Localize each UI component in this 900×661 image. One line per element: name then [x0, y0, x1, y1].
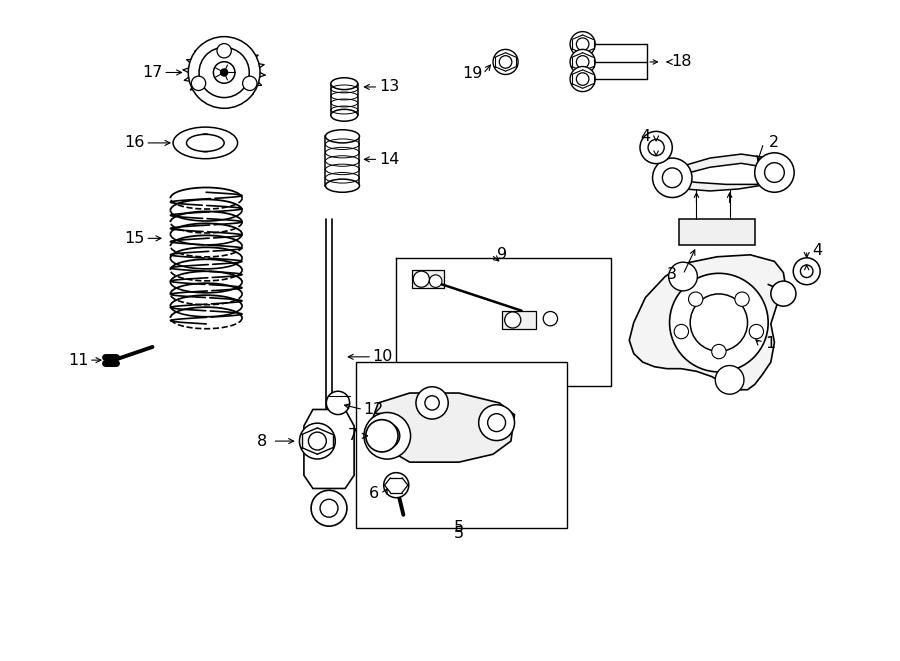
Circle shape — [505, 312, 521, 328]
Circle shape — [374, 423, 400, 448]
Circle shape — [690, 294, 748, 351]
Circle shape — [479, 405, 515, 441]
Circle shape — [712, 344, 726, 359]
Circle shape — [652, 158, 692, 198]
Text: 11: 11 — [68, 352, 88, 368]
Circle shape — [716, 366, 744, 394]
Circle shape — [488, 414, 506, 432]
Text: 4: 4 — [813, 243, 823, 258]
Circle shape — [576, 38, 589, 50]
Text: 6: 6 — [369, 486, 379, 501]
Circle shape — [188, 36, 260, 108]
Circle shape — [735, 292, 749, 306]
Text: 17: 17 — [142, 65, 163, 80]
Circle shape — [544, 311, 557, 326]
Bar — [679, 219, 755, 245]
Circle shape — [192, 76, 206, 91]
Circle shape — [413, 271, 429, 288]
Polygon shape — [304, 409, 354, 488]
Polygon shape — [661, 154, 779, 191]
Circle shape — [576, 56, 589, 68]
Bar — [502, 311, 536, 329]
Text: 10: 10 — [373, 349, 393, 364]
Circle shape — [674, 325, 688, 338]
Circle shape — [309, 432, 327, 450]
Circle shape — [364, 412, 410, 459]
Circle shape — [770, 281, 796, 306]
Circle shape — [311, 490, 346, 526]
Circle shape — [320, 499, 338, 517]
Ellipse shape — [326, 179, 359, 192]
Circle shape — [220, 69, 228, 76]
Circle shape — [662, 168, 682, 188]
Text: 18: 18 — [671, 54, 691, 69]
Circle shape — [199, 48, 249, 98]
Circle shape — [383, 473, 409, 498]
Circle shape — [570, 50, 595, 75]
Text: 2: 2 — [770, 136, 779, 151]
Text: 8: 8 — [256, 434, 267, 449]
Ellipse shape — [326, 130, 359, 143]
Circle shape — [300, 423, 336, 459]
Text: 3: 3 — [667, 267, 678, 282]
Text: 15: 15 — [124, 231, 145, 246]
Circle shape — [800, 265, 813, 278]
Ellipse shape — [331, 109, 357, 121]
Text: 12: 12 — [364, 402, 384, 417]
Circle shape — [576, 73, 589, 85]
Circle shape — [755, 153, 794, 192]
Circle shape — [640, 132, 672, 164]
Circle shape — [213, 61, 235, 83]
Text: 13: 13 — [379, 79, 400, 95]
Text: 14: 14 — [379, 152, 400, 167]
Circle shape — [365, 420, 398, 452]
Circle shape — [327, 391, 349, 414]
Circle shape — [670, 273, 769, 372]
Circle shape — [196, 134, 214, 152]
Circle shape — [425, 396, 439, 410]
Ellipse shape — [331, 78, 357, 90]
Circle shape — [416, 387, 448, 419]
Circle shape — [749, 325, 763, 338]
Circle shape — [688, 292, 703, 306]
Text: 7: 7 — [348, 428, 358, 444]
Circle shape — [669, 262, 698, 291]
Polygon shape — [371, 393, 515, 462]
Text: 5: 5 — [454, 520, 464, 535]
Circle shape — [648, 139, 664, 155]
Bar — [331, 84, 357, 115]
Text: 19: 19 — [463, 66, 482, 81]
Polygon shape — [629, 254, 786, 390]
Circle shape — [493, 50, 518, 75]
Bar — [326, 136, 359, 186]
Ellipse shape — [173, 127, 238, 159]
Circle shape — [429, 275, 442, 288]
Circle shape — [793, 258, 820, 285]
Circle shape — [570, 67, 595, 92]
Circle shape — [500, 56, 512, 68]
Bar — [356, 362, 566, 528]
Circle shape — [217, 44, 231, 58]
Text: 5: 5 — [454, 525, 464, 541]
Circle shape — [243, 76, 256, 91]
Text: 4: 4 — [640, 129, 651, 144]
Ellipse shape — [186, 134, 224, 151]
Text: 16: 16 — [124, 136, 145, 151]
Text: 1: 1 — [766, 336, 776, 351]
Bar — [412, 270, 444, 288]
Circle shape — [765, 163, 784, 182]
Circle shape — [570, 32, 595, 57]
Text: 9: 9 — [497, 247, 507, 262]
